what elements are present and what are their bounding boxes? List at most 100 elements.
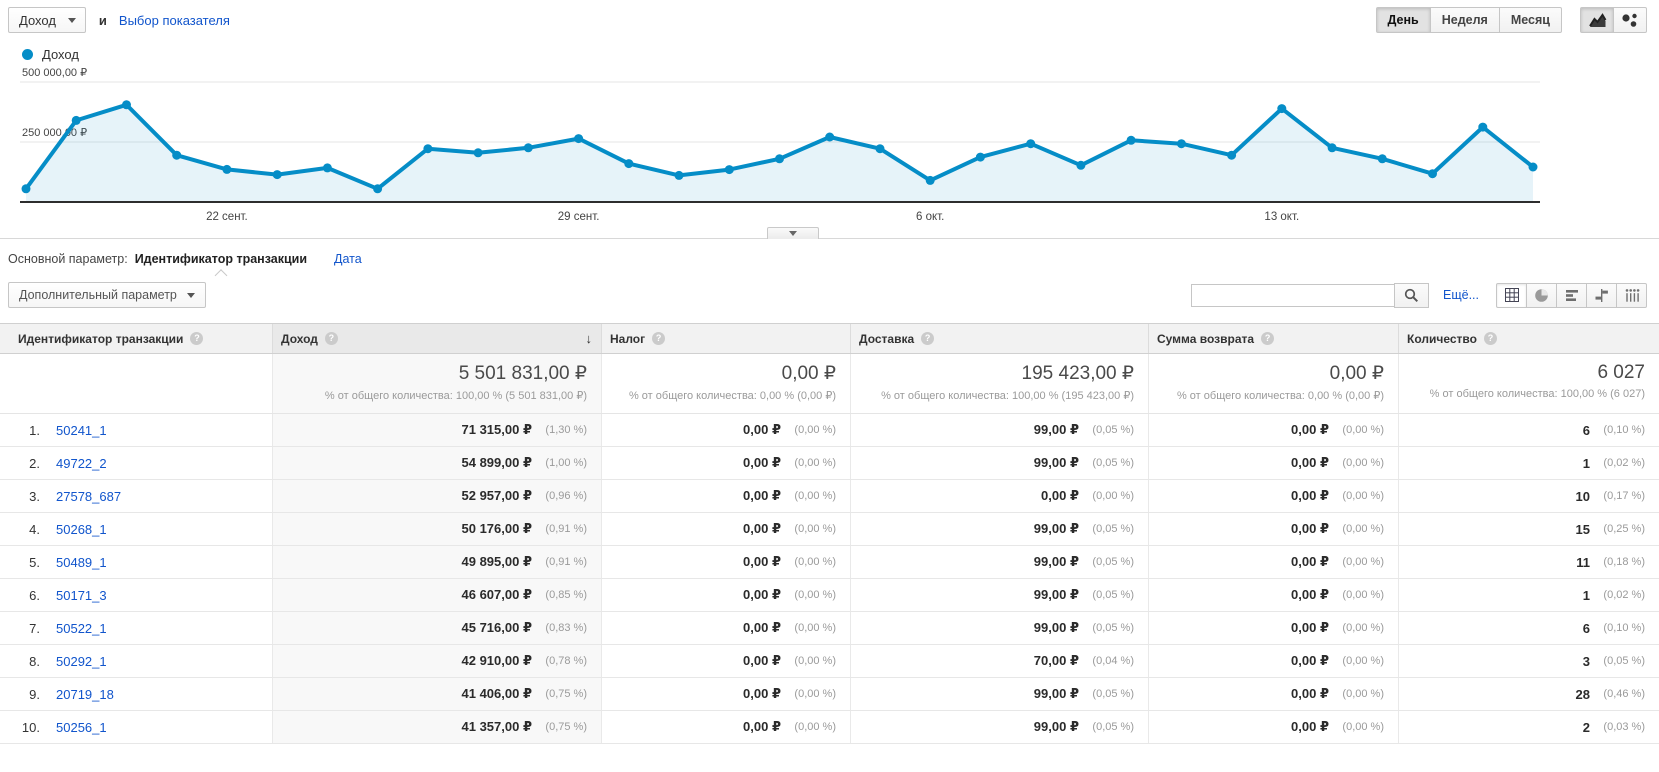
data-point[interactable] [21,184,31,194]
shipping-cell: 99,00 ₽ (0,05 %) [850,447,1148,479]
data-point[interactable] [122,100,131,110]
data-point[interactable] [875,144,885,154]
revenue-cell: 46 607,00 ₽ (0,85 %) [272,579,601,611]
data-point[interactable] [724,165,734,175]
data-point[interactable] [373,184,383,194]
data-point[interactable] [1176,139,1186,149]
data-point[interactable] [925,175,935,185]
primary-dimension-link-date[interactable]: Дата [334,252,362,266]
data-point[interactable] [322,163,332,173]
column-header-transaction-id[interactable]: Идентификатор транзакции? [0,324,272,353]
cell-percent: (0,00 %) [1342,655,1384,667]
refund-cell: 0,00 ₽ (0,00 %) [1148,711,1398,743]
primary-dimension-selected[interactable]: Идентификатор транзакции [134,252,308,266]
granularity-button-день[interactable]: День [1375,7,1431,33]
view-pivot-button[interactable] [1616,282,1647,308]
transaction-id-link[interactable]: 50522_1 [56,620,107,636]
data-point[interactable] [523,143,533,153]
data-point[interactable] [1227,150,1237,160]
transaction-id-link[interactable]: 50256_1 [56,719,107,735]
table-totals-row: 5 501 831,00 ₽ % от общего количества: 10… [0,354,1659,414]
help-icon[interactable]: ? [1261,332,1275,345]
help-icon[interactable]: ? [1483,332,1497,345]
data-point[interactable] [624,159,634,169]
cell-value: 99,00 ₽ [1033,686,1079,701]
transaction-id-link[interactable]: 50292_1 [56,653,107,669]
data-point[interactable] [1026,139,1036,149]
data-point[interactable] [71,115,81,125]
motion-chart-view-button[interactable] [1613,7,1647,33]
chevron-down-icon [186,292,195,298]
view-table-button[interactable] [1496,282,1527,308]
transaction-id-link[interactable]: 20719_18 [56,686,114,702]
cell-value: 0,00 ₽ [1291,620,1329,635]
cell-value: 1 [1582,455,1590,471]
help-icon[interactable]: ? [190,332,204,345]
row-number: 6. [29,587,40,603]
transaction-id-link[interactable]: 50489_1 [56,554,107,570]
data-point[interactable] [1327,143,1337,153]
cell-value: 45 716,00 ₽ [461,620,533,635]
data-point[interactable] [1528,162,1538,172]
chart-collapse-handle[interactable] [767,227,819,239]
transaction-id-cell: 8. 50292_1 [0,645,272,677]
view-performance-button[interactable] [1556,282,1587,308]
cell-percent: (0,85 %) [545,589,587,601]
more-link[interactable]: Ещё... [1443,288,1479,302]
transaction-id-link[interactable]: 50171_3 [56,587,107,603]
data-point[interactable] [1126,135,1136,145]
granularity-button-месяц[interactable]: Месяц [1498,7,1562,33]
column-header-revenue[interactable]: Доход? ↓ [272,324,601,353]
transaction-id-link[interactable]: 50268_1 [56,521,107,537]
view-comparison-button[interactable] [1586,282,1617,308]
row-number: 4. [29,521,40,537]
data-point[interactable] [775,154,784,164]
data-point[interactable] [1478,122,1488,132]
cell-value: 0,00 ₽ [743,521,781,536]
data-point[interactable] [674,170,684,180]
search-input[interactable] [1191,283,1395,307]
data-point[interactable] [222,164,232,174]
view-percentage-button[interactable] [1526,282,1557,308]
search-button[interactable] [1394,282,1429,308]
transaction-id-link[interactable]: 49722_2 [56,455,107,471]
data-point[interactable] [975,152,985,162]
transaction-id-link[interactable]: 50241_1 [56,422,107,438]
help-icon[interactable]: ? [324,332,338,345]
column-header-label: Сумма возврата [1157,331,1255,346]
data-point[interactable] [172,150,182,160]
cell-value: 49 895,00 ₽ [461,554,533,569]
search-icon [1404,288,1419,302]
cell-percent: (0,00 %) [794,424,836,436]
data-point[interactable] [1076,160,1086,170]
metric-dropdown[interactable]: Доход [8,7,86,33]
help-icon[interactable]: ? [652,332,666,345]
select-metric-link[interactable]: Выбор показателя [118,12,230,28]
line-chart-view-button[interactable] [1580,7,1614,33]
cell-percent: (0,00 %) [794,589,836,601]
transaction-id-link[interactable]: 27578_687 [56,488,122,504]
data-point[interactable] [272,170,282,180]
cell-percent: (0,00 %) [1342,490,1384,502]
data-point[interactable] [1377,154,1387,164]
data-point[interactable] [473,148,483,158]
shipping-cell: 99,00 ₽ (0,05 %) [850,711,1148,743]
table-controls-row: Дополнительный параметр Ещё... [8,281,1647,309]
cell-value: 54 899,00 ₽ [461,455,533,470]
data-point[interactable] [574,134,584,144]
column-header-tax[interactable]: Налог? [601,324,850,353]
column-header-shipping[interactable]: Доставка? [850,324,1148,353]
secondary-dimension-dropdown[interactable]: Дополнительный параметр [8,282,206,308]
data-point[interactable] [423,144,433,154]
cell-percent: (0,75 %) [545,688,587,700]
help-icon[interactable]: ? [921,332,935,345]
granularity-button-неделя[interactable]: Неделя [1429,7,1500,33]
table-row: 4. 50268_1 50 176,00 ₽ (0,91 %) 0,00 ₽ (0,00 … [0,513,1659,546]
table-row: 5. 50489_1 49 895,00 ₽ (0,91 %) 0,00 ₽ (0,00 … [0,546,1659,579]
data-point[interactable] [1428,169,1437,179]
totals-cell: 0,00 ₽ % от общего количества: 0,00 % (0,… [601,354,850,413]
data-point[interactable] [1277,104,1287,114]
data-point[interactable] [825,132,835,142]
column-header-refund-amount[interactable]: Сумма возврата? [1148,324,1398,353]
column-header-quantity[interactable]: Количество? [1398,324,1659,353]
